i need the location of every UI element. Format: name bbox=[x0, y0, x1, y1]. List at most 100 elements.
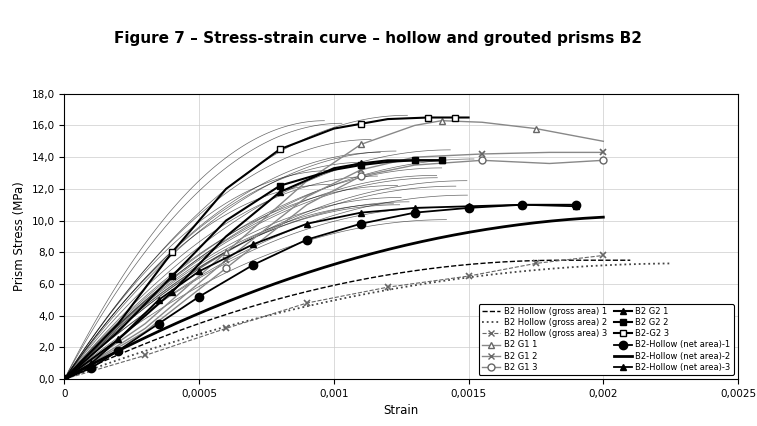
B2-Hollow (net area)-1 bbox=[87, 366, 96, 371]
B2-Hollow (net area)-2 bbox=[82, 365, 91, 370]
B2-Hollow (net area)-3 bbox=[60, 377, 69, 382]
Line: B2 Hollow (gross area) 2: B2 Hollow (gross area) 2 bbox=[64, 263, 671, 379]
B2-Hollow (net area)-3 bbox=[518, 202, 527, 207]
B2-Hollow (net area)-3 bbox=[572, 204, 581, 209]
B2 Hollow (gross area) 1 bbox=[626, 258, 635, 263]
B2-Hollow (net area)-3 bbox=[357, 210, 366, 215]
B2 G1 3 bbox=[410, 162, 419, 167]
B2 Hollow (gross area) 1 bbox=[62, 376, 71, 381]
B2-Hollow (net area)-1 bbox=[154, 321, 164, 326]
B2 G2 1 bbox=[60, 377, 69, 382]
B2 G1 3 bbox=[141, 329, 150, 334]
Line: B2 G2 1: B2 G2 1 bbox=[61, 158, 444, 382]
B2 G1 3 bbox=[599, 158, 608, 163]
B2-Hollow (net area)-2 bbox=[572, 216, 581, 222]
B2 G2 1 bbox=[410, 158, 419, 163]
B2 G1 2 bbox=[545, 150, 554, 155]
B2 G1 1 bbox=[410, 123, 419, 128]
B2-G2 3 bbox=[167, 250, 176, 255]
Line: B2 G2 2: B2 G2 2 bbox=[61, 158, 444, 382]
Y-axis label: Prism Stress (MPa): Prism Stress (MPa) bbox=[13, 181, 26, 291]
B2 Hollow (gross area) 3 bbox=[60, 377, 69, 382]
B2 G1 2 bbox=[478, 151, 487, 156]
B2 G2 2 bbox=[424, 158, 433, 163]
B2-Hollow (net area)-3 bbox=[464, 204, 473, 209]
B2 G2 1 bbox=[329, 166, 338, 171]
Line: B2 Hollow (gross area) 1: B2 Hollow (gross area) 1 bbox=[64, 260, 631, 379]
B2-G2 3 bbox=[424, 115, 433, 120]
Line: B2 G1 1: B2 G1 1 bbox=[61, 117, 607, 383]
B2 Hollow (gross area) 2 bbox=[609, 262, 618, 268]
B2-Hollow (net area)-3 bbox=[410, 205, 419, 210]
B2 G1 1 bbox=[437, 118, 446, 123]
B2 G2 1 bbox=[437, 158, 446, 163]
Line: B2 G1 3: B2 G1 3 bbox=[61, 157, 607, 383]
B2-Hollow (net area)-1 bbox=[518, 202, 527, 207]
B2 G2 2 bbox=[437, 158, 446, 163]
B2 G1 2 bbox=[599, 150, 608, 155]
B2 G2 2 bbox=[167, 273, 176, 279]
B2-Hollow (net area)-1 bbox=[464, 205, 473, 210]
B2-Hollow (net area)-1 bbox=[114, 348, 123, 353]
B2 G1 2 bbox=[302, 194, 311, 199]
B2 Hollow (gross area) 1 bbox=[575, 258, 584, 263]
B2 Hollow (gross area) 2 bbox=[62, 376, 71, 381]
B2-Hollow (net area)-1 bbox=[195, 294, 204, 299]
B2-Hollow (net area)-1 bbox=[248, 262, 257, 268]
B2-Hollow (net area)-2 bbox=[553, 218, 562, 223]
B2-Hollow (net area)-2 bbox=[204, 307, 213, 312]
B2-G2 3 bbox=[464, 115, 473, 120]
Line: B2 Hollow (gross area) 3: B2 Hollow (gross area) 3 bbox=[61, 252, 607, 383]
B2 G2 1 bbox=[424, 158, 433, 163]
B2-G2 3 bbox=[383, 117, 392, 122]
B2 G2 1 bbox=[383, 158, 392, 163]
X-axis label: Strain: Strain bbox=[384, 404, 419, 417]
B2 Hollow (gross area) 3 bbox=[383, 285, 392, 290]
B2-Hollow (net area)-3 bbox=[195, 269, 204, 274]
B2-G2 3 bbox=[450, 115, 459, 120]
B2 Hollow (gross area) 1 bbox=[395, 271, 404, 276]
B2-G2 3 bbox=[357, 121, 366, 127]
B2 G1 1 bbox=[478, 120, 487, 125]
B2-Hollow (net area)-3 bbox=[154, 297, 164, 302]
B2 G2 1 bbox=[167, 289, 176, 294]
B2 Hollow (gross area) 2 bbox=[431, 279, 440, 285]
Legend: B2 Hollow (gross area) 1, B2 Hollow (gross area) 2, B2 Hollow (gross area) 3, B2: B2 Hollow (gross area) 1, B2 Hollow (gro… bbox=[478, 304, 734, 375]
B2-G2 3 bbox=[437, 115, 446, 120]
B2 Hollow (gross area) 2 bbox=[666, 261, 675, 266]
Line: B2-Hollow (net area)-2: B2-Hollow (net area)-2 bbox=[64, 217, 603, 379]
B2 Hollow (gross area) 3 bbox=[141, 353, 150, 358]
B2-G2 3 bbox=[222, 186, 231, 191]
B2 G1 1 bbox=[141, 321, 150, 326]
B2 G1 3 bbox=[545, 161, 554, 166]
B2-Hollow (net area)-1 bbox=[410, 210, 419, 215]
B2-G2 3 bbox=[114, 321, 123, 326]
B2-Hollow (net area)-1 bbox=[572, 202, 581, 207]
B2 Hollow (gross area) 2 bbox=[60, 377, 69, 382]
B2 G1 1 bbox=[599, 139, 608, 144]
Text: Figure 7 – Stress-strain curve – hollow and grouted prisms B2: Figure 7 – Stress-strain curve – hollow … bbox=[114, 31, 643, 46]
B2 G1 2 bbox=[410, 155, 419, 160]
B2 Hollow (gross area) 3 bbox=[464, 273, 473, 279]
B2 Hollow (gross area) 1 bbox=[397, 270, 406, 275]
B2 G2 2 bbox=[357, 162, 366, 167]
B2 Hollow (gross area) 1 bbox=[407, 269, 416, 274]
B2 G2 2 bbox=[222, 218, 231, 223]
B2 Hollow (gross area) 3 bbox=[599, 253, 608, 258]
B2 Hollow (gross area) 2 bbox=[571, 265, 580, 270]
B2 G1 3 bbox=[478, 158, 487, 163]
B2 G1 2 bbox=[222, 258, 231, 263]
Line: B2-Hollow (net area)-3: B2-Hollow (net area)-3 bbox=[61, 201, 580, 383]
B2 Hollow (gross area) 1 bbox=[60, 377, 69, 382]
B2-Hollow (net area)-3 bbox=[87, 361, 96, 366]
B2 G2 1 bbox=[222, 234, 231, 239]
B2 G1 1 bbox=[357, 142, 366, 147]
B2-Hollow (net area)-1 bbox=[60, 377, 69, 382]
B2 G2 2 bbox=[276, 183, 285, 188]
B2 G1 3 bbox=[357, 174, 366, 179]
B2-G2 3 bbox=[60, 377, 69, 382]
B2 G2 2 bbox=[114, 329, 123, 334]
Line: B2-Hollow (net area)-1: B2-Hollow (net area)-1 bbox=[60, 201, 581, 383]
B2-Hollow (net area)-1 bbox=[357, 221, 366, 226]
B2 G2 2 bbox=[383, 159, 392, 164]
